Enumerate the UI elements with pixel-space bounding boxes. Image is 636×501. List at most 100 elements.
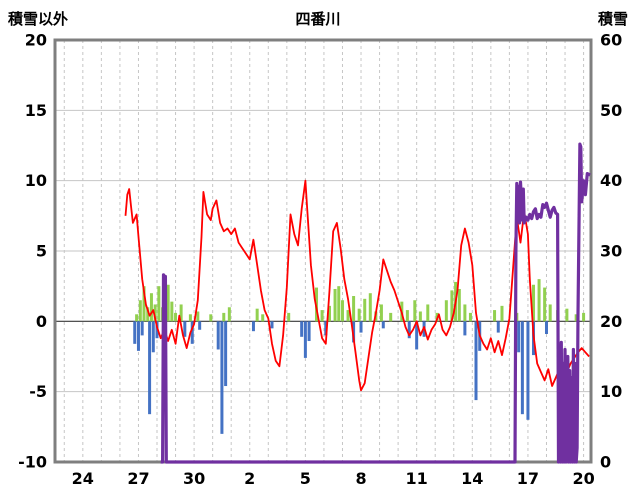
series-snow-depth-line bbox=[160, 142, 591, 464]
bar bbox=[418, 311, 422, 322]
bar bbox=[463, 304, 467, 322]
x-tick-label: 11 bbox=[406, 469, 428, 488]
bar bbox=[166, 284, 170, 322]
x-tick-label: 8 bbox=[355, 469, 366, 488]
left-tick-label: 5 bbox=[36, 242, 47, 261]
right-tick-label: 20 bbox=[600, 312, 622, 331]
left-tick-label: -5 bbox=[29, 382, 47, 401]
series-temperature-line bbox=[124, 179, 590, 392]
bar bbox=[526, 321, 530, 420]
bar bbox=[413, 300, 417, 322]
bar bbox=[337, 286, 341, 322]
bar bbox=[463, 321, 467, 336]
bar bbox=[209, 314, 213, 322]
bar bbox=[220, 321, 224, 434]
bar bbox=[450, 290, 454, 322]
bar bbox=[352, 296, 356, 322]
bar bbox=[543, 287, 547, 322]
right-axis-title: 積雪 bbox=[597, 10, 628, 28]
chart-title: 四番川 bbox=[295, 10, 341, 28]
bar bbox=[255, 308, 259, 322]
bar bbox=[493, 310, 497, 322]
bar bbox=[520, 321, 524, 415]
right-tick-label: 40 bbox=[600, 171, 622, 190]
x-tick-label: 17 bbox=[517, 469, 539, 488]
bar bbox=[444, 300, 448, 322]
bar bbox=[140, 321, 144, 336]
bar bbox=[138, 300, 142, 322]
bar bbox=[300, 321, 304, 337]
bar bbox=[157, 286, 161, 322]
bar bbox=[324, 321, 328, 336]
bar bbox=[500, 305, 504, 322]
bar bbox=[582, 312, 586, 322]
bar bbox=[133, 321, 137, 344]
bar bbox=[333, 288, 337, 322]
bar bbox=[340, 300, 344, 322]
bar bbox=[517, 321, 521, 353]
x-tick-label: 24 bbox=[72, 469, 94, 488]
right-tick-label: 50 bbox=[600, 101, 622, 120]
bar bbox=[415, 321, 419, 350]
bar bbox=[227, 307, 231, 322]
series-snowfall-bars bbox=[135, 279, 586, 322]
bar bbox=[216, 321, 220, 350]
bar bbox=[496, 321, 500, 333]
right-tick-label: 0 bbox=[600, 453, 611, 472]
bar bbox=[548, 304, 552, 322]
bar bbox=[307, 321, 311, 342]
bar bbox=[474, 321, 478, 401]
x-tick-label: 5 bbox=[300, 469, 311, 488]
left-tick-label: 10 bbox=[25, 171, 47, 190]
left-tick-label: 15 bbox=[25, 101, 47, 120]
bar bbox=[346, 310, 350, 322]
bar bbox=[357, 308, 361, 322]
bar bbox=[190, 321, 194, 344]
bar bbox=[146, 307, 150, 322]
bar bbox=[363, 298, 367, 322]
bar bbox=[188, 314, 192, 322]
bar bbox=[426, 304, 430, 322]
bar bbox=[179, 304, 183, 322]
bar bbox=[468, 312, 472, 322]
bar bbox=[407, 321, 411, 339]
bar bbox=[251, 321, 255, 332]
x-tick-label: 14 bbox=[461, 469, 483, 488]
left-tick-label: -10 bbox=[18, 453, 47, 472]
bar bbox=[135, 314, 139, 322]
bar bbox=[457, 288, 461, 322]
series-rainfall-bars bbox=[133, 321, 548, 434]
bar bbox=[405, 310, 409, 322]
bar bbox=[170, 301, 174, 322]
x-tick-label: 2 bbox=[244, 469, 255, 488]
bar bbox=[153, 304, 157, 322]
bar bbox=[261, 314, 265, 322]
x-tick-label: 30 bbox=[183, 469, 205, 488]
bar bbox=[198, 321, 202, 330]
gridlines bbox=[55, 39, 591, 463]
bar bbox=[174, 312, 178, 322]
bar bbox=[320, 310, 324, 322]
right-tick-label: 30 bbox=[600, 242, 622, 261]
bar bbox=[303, 321, 307, 358]
bar bbox=[136, 321, 140, 351]
bar bbox=[148, 321, 152, 415]
right-tick-label: 10 bbox=[600, 382, 622, 401]
bar bbox=[149, 293, 153, 322]
bar bbox=[368, 293, 372, 322]
bar bbox=[183, 321, 187, 337]
left-tick-label: 20 bbox=[25, 31, 47, 50]
bar bbox=[327, 305, 331, 322]
bar bbox=[532, 284, 536, 322]
left-axis-title: 積雪以外 bbox=[8, 10, 69, 28]
bar bbox=[359, 321, 363, 333]
bar bbox=[379, 304, 383, 322]
right-tick-label: 60 bbox=[600, 31, 622, 50]
bar bbox=[544, 321, 548, 334]
bar bbox=[287, 312, 291, 322]
bar bbox=[574, 314, 578, 322]
bar bbox=[224, 321, 228, 387]
